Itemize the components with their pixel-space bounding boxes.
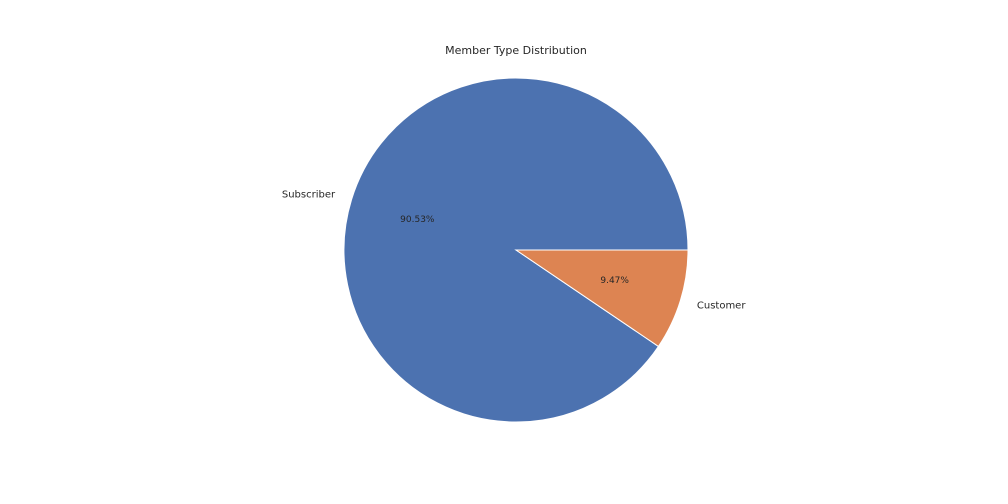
pie-slices (343, 77, 689, 423)
chart-title: Member Type Distribution (445, 44, 587, 57)
slice-label-customer: Customer (697, 300, 746, 311)
slice-percent-customer: 9.47% (600, 276, 629, 286)
pie-slice-customer (514, 249, 689, 348)
slice-percent-subscriber: 90.53% (400, 215, 435, 225)
pie-labels: Subscriber 90.53% Customer 9.47% (282, 190, 746, 312)
slice-label-subscriber: Subscriber (282, 190, 336, 201)
